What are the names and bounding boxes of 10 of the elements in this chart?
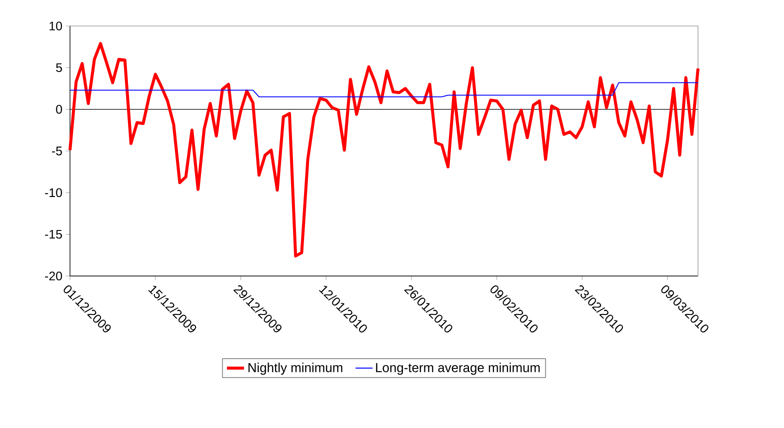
legend-label: Nightly minimum <box>248 362 342 375</box>
legend-label: Long-term average minimum <box>376 362 540 375</box>
y-tick-label: -20 <box>45 272 62 280</box>
y-tick-label: -15 <box>45 230 62 239</box>
line-series <box>68 42 700 258</box>
y-tick-label: 5 <box>56 63 62 72</box>
y-tick-label: -5 <box>52 146 62 156</box>
y-tick-label: 0 <box>56 104 62 114</box>
y-tick-label: -10 <box>45 188 62 198</box>
y-tick-label: 10 <box>50 22 62 30</box>
